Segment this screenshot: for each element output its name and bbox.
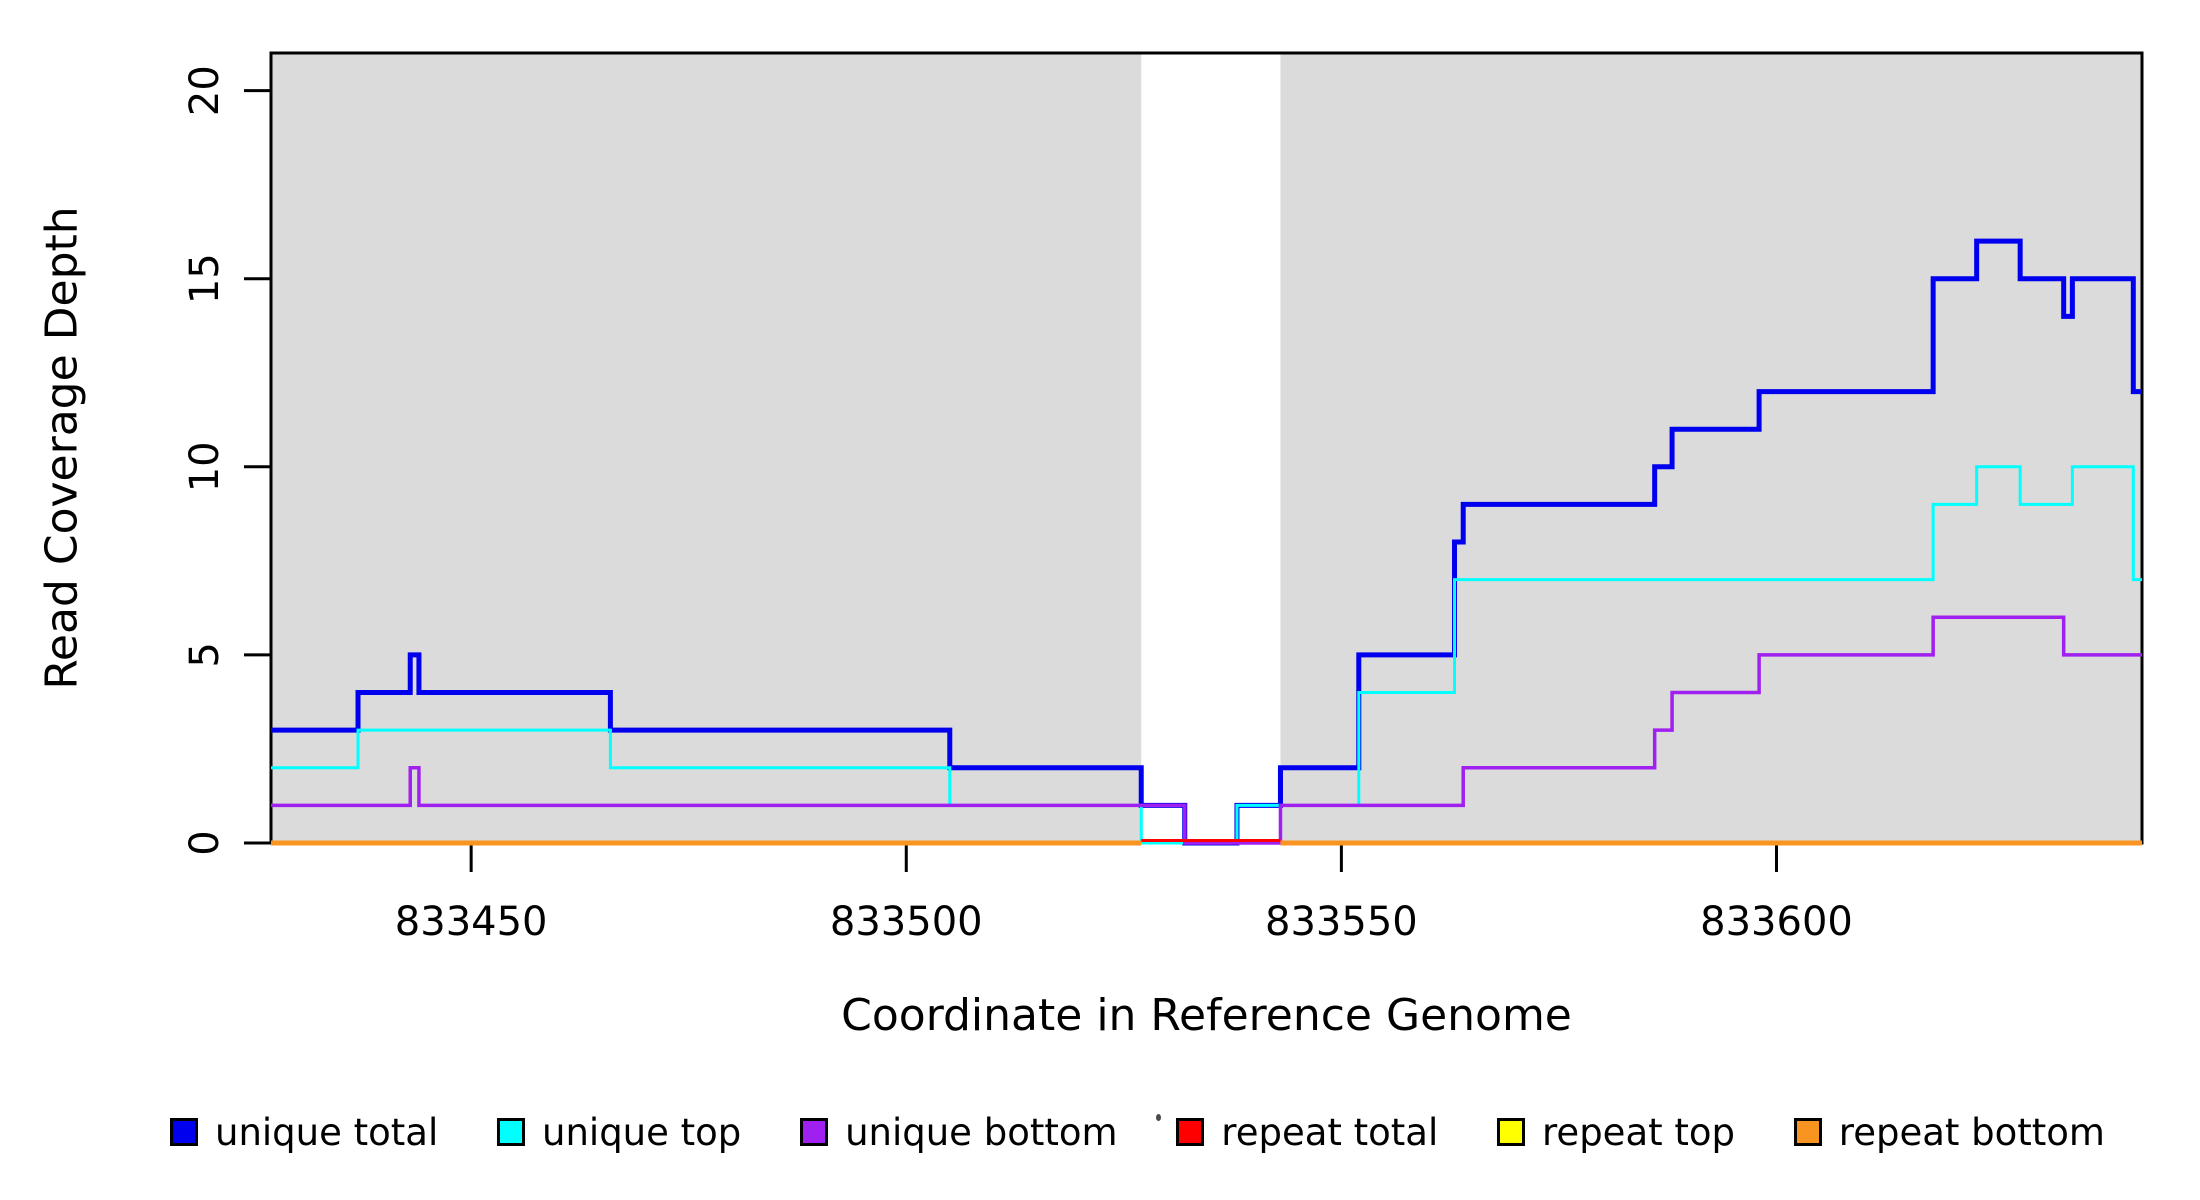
legend-label: repeat top [1542,1110,1736,1154]
legend-label: repeat total [1221,1110,1439,1154]
legend-item-repeat-total: repeat total [1176,1114,1438,1151]
legend-item-repeat-top: repeat top [1497,1114,1735,1151]
legend-item-unique-total: unique total [170,1114,438,1151]
legend-item-unique-top: unique top [497,1114,741,1151]
legend-label: unique total [215,1110,439,1154]
x-tick-label: 833500 [830,899,983,945]
legend-swatch [1497,1118,1526,1146]
x-tick-label: 833550 [1265,899,1418,945]
background-band [1280,53,2142,843]
legend-item-unique-bottom: unique bottom [800,1110,1118,1154]
legend-swatch [1793,1118,1822,1146]
legend-label: unique bottom [845,1110,1118,1154]
background-band [271,53,1142,843]
series-unique-top [271,465,2142,845]
y-tick-label: 15 [182,253,228,304]
y-tick-label: 20 [182,65,228,116]
x-axis-title: Coordinate in Reference Genome [841,990,1572,1041]
x-tick-label: 833450 [395,899,548,945]
stray-mark [1156,1114,1161,1121]
y-tick-label: 10 [182,441,228,492]
legend-swatch [1176,1118,1205,1146]
legend-item-repeat-bottom: repeat bottom [1793,1110,2105,1154]
legend-label: repeat bottom [1838,1110,2105,1154]
y-tick-label: 5 [182,642,228,667]
legend-swatch [800,1118,829,1146]
legend-swatch [170,1118,198,1146]
legend-swatch [497,1118,526,1146]
y-tick-label: 0 [182,830,228,855]
y-axis-title: Read Coverage Depth [36,206,88,690]
legend: unique total unique top unique bottom repea… [0,1102,2200,1162]
legend-label: unique top [542,1110,742,1154]
series-unique-bottom [271,615,2142,845]
x-tick-label: 833600 [1700,899,1853,945]
